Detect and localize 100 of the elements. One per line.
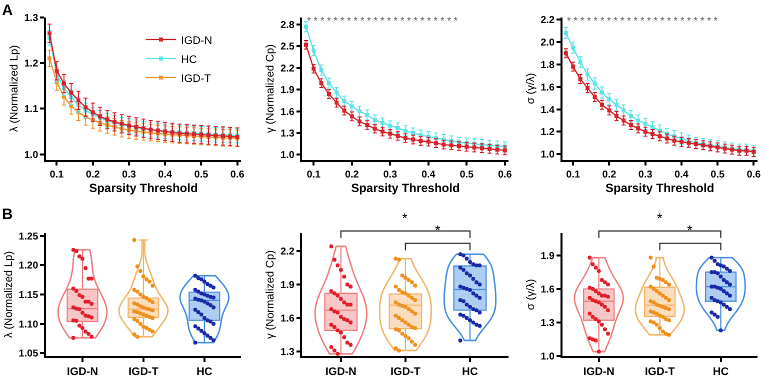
point bbox=[571, 64, 576, 69]
point bbox=[643, 130, 648, 134]
point bbox=[628, 114, 633, 118]
point bbox=[607, 97, 612, 102]
point bbox=[449, 143, 454, 148]
point bbox=[650, 132, 655, 136]
point bbox=[622, 108, 626, 112]
point bbox=[319, 68, 324, 72]
point bbox=[578, 60, 582, 64]
point bbox=[76, 98, 80, 102]
y-tick-label: 1.2 bbox=[540, 127, 555, 138]
chart-title: B bbox=[2, 206, 13, 223]
x-tick-label: HC bbox=[712, 366, 729, 378]
y-tick-label: 1.9 bbox=[280, 85, 295, 96]
point bbox=[622, 118, 626, 123]
point bbox=[672, 138, 676, 143]
y-axis-title: γ (Normalized Cp) bbox=[264, 44, 277, 133]
point bbox=[464, 144, 469, 149]
legend-label: HC bbox=[181, 54, 197, 66]
y-tick-label: 1.3 bbox=[280, 128, 295, 140]
point bbox=[592, 82, 597, 86]
y-tick-label: 1.10 bbox=[18, 319, 39, 330]
y-tick-label: 1.6 bbox=[540, 82, 555, 94]
point bbox=[411, 138, 416, 142]
point bbox=[564, 51, 568, 56]
x-tick-label: 0.3 bbox=[383, 170, 398, 181]
y-tick-label: 1.0 bbox=[24, 150, 39, 161]
point bbox=[358, 109, 362, 114]
x-tick-label: IGD-N bbox=[66, 366, 98, 378]
point bbox=[586, 72, 590, 77]
y-tick-label: 1.2 bbox=[24, 58, 39, 70]
y-axis-title: σ (γ/λ) bbox=[524, 278, 537, 310]
chart-title: A bbox=[2, 2, 13, 19]
y-tick-label: 1.15 bbox=[18, 290, 39, 302]
point bbox=[472, 145, 476, 150]
point bbox=[571, 46, 576, 50]
point bbox=[380, 130, 385, 134]
x-tick-label: 0.4 bbox=[158, 170, 172, 181]
point bbox=[350, 104, 354, 108]
x-tick-label: 0.6 bbox=[498, 170, 512, 181]
point bbox=[62, 82, 66, 86]
y-tick-label: 2.8 bbox=[280, 20, 295, 32]
x-tick-label: 0.3 bbox=[638, 170, 653, 181]
y-tick-label: 1.9 bbox=[280, 280, 295, 291]
point bbox=[502, 148, 507, 152]
y-tick-label: 1.05 bbox=[18, 348, 39, 360]
point bbox=[586, 86, 590, 90]
point bbox=[628, 123, 633, 128]
point bbox=[48, 31, 52, 36]
point bbox=[426, 140, 430, 144]
x-tick-label: 0.1 bbox=[566, 170, 580, 181]
point bbox=[488, 146, 492, 151]
x-axis-title: Sparsity Threshold bbox=[605, 180, 714, 195]
y-tick-label: 1.0 bbox=[540, 150, 555, 161]
point bbox=[578, 77, 582, 82]
y-tick-label: 1.8 bbox=[540, 60, 555, 71]
x-tick-label: 0.4 bbox=[674, 170, 689, 181]
point bbox=[90, 110, 95, 114]
x-tick-label: 0.2 bbox=[344, 170, 360, 181]
y-tick-label: 1.3 bbox=[540, 318, 555, 330]
point bbox=[334, 90, 339, 95]
y-tick-label: 1.4 bbox=[540, 104, 555, 116]
y-axis-title: λ (Normalized Lp) bbox=[8, 45, 20, 132]
x-tick-label: 0.2 bbox=[86, 170, 100, 181]
point bbox=[48, 56, 52, 60]
x-tick-label: 0.5 bbox=[710, 170, 725, 181]
point bbox=[372, 118, 377, 122]
point bbox=[600, 90, 604, 94]
x-tick-label: 0.5 bbox=[194, 170, 209, 181]
point bbox=[636, 126, 640, 130]
y-tick-label: 2.2 bbox=[280, 63, 295, 74]
x-tick-label: IGD-T bbox=[390, 366, 421, 378]
x-axis-title: Sparsity Threshold bbox=[351, 180, 460, 195]
point bbox=[84, 105, 88, 110]
point bbox=[388, 132, 392, 136]
x-tick-label: 0.6 bbox=[746, 170, 762, 181]
annotation: * * * * * * * * * * * * * * * * * * * * * * * bbox=[307, 16, 458, 27]
x-tick-label: IGD-T bbox=[644, 366, 676, 378]
point bbox=[456, 144, 461, 148]
x-tick-label: HC bbox=[462, 366, 478, 378]
y-tick-label: 2.5 bbox=[280, 42, 295, 53]
point bbox=[304, 42, 308, 47]
y-tick-label: 1.25 bbox=[18, 231, 39, 242]
x-tick-label: 0.1 bbox=[50, 170, 64, 181]
point bbox=[358, 119, 362, 124]
y-axis-title: σ (γ/λ) bbox=[524, 72, 537, 104]
annotation: * bbox=[687, 222, 693, 238]
point bbox=[326, 81, 331, 86]
point bbox=[564, 31, 568, 36]
x-tick-label: 0.3 bbox=[122, 170, 136, 181]
annotation: * * * * * * * * * * * * * * * * * * * * * * * bbox=[567, 16, 718, 27]
point bbox=[614, 114, 618, 118]
point bbox=[365, 112, 370, 117]
point bbox=[607, 108, 612, 112]
point bbox=[69, 90, 74, 95]
text: * bbox=[402, 210, 408, 226]
y-tick-label: 1.3 bbox=[280, 347, 295, 358]
x-tick-label: IGD-N bbox=[583, 366, 614, 378]
text: * bbox=[657, 210, 663, 226]
point bbox=[592, 94, 597, 99]
